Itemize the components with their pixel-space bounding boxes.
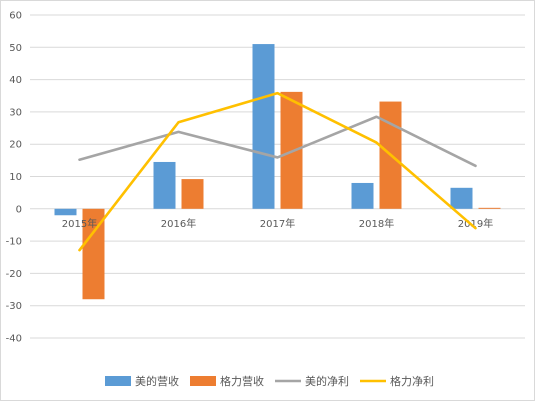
y-tick-label: -10 xyxy=(6,237,22,248)
bar-美的营收-2015年 xyxy=(54,208,77,216)
bar-美的营收-2018年 xyxy=(351,182,374,209)
y-tick-label: -20 xyxy=(6,269,22,280)
x-category-label: 2015年 xyxy=(62,217,97,230)
legend-swatch-美的营收 xyxy=(105,376,131,386)
x-category-label: 2016年 xyxy=(161,217,196,230)
bar-格力营收-2015年 xyxy=(82,208,105,300)
legend-label: 美的净利 xyxy=(305,374,349,388)
y-tick-label: 60 xyxy=(9,11,22,22)
x-category-label: 2017年 xyxy=(260,217,295,230)
y-tick-label: -40 xyxy=(6,334,22,345)
line-格力净利 xyxy=(78,91,477,252)
y-tick-label: 0 xyxy=(16,204,22,215)
y-tick-label: 50 xyxy=(9,43,22,54)
y-tick-label: 40 xyxy=(9,75,22,86)
bar-美的营收-2019年 xyxy=(450,187,473,209)
legend-swatch-格力营收 xyxy=(190,376,216,386)
legend-label: 格力净利 xyxy=(390,374,434,388)
x-category-label: 2018年 xyxy=(359,217,394,230)
bar-美的营收-2016年 xyxy=(153,161,176,209)
bar-格力营收-2019年 xyxy=(478,207,501,209)
y-tick-label: 10 xyxy=(9,172,22,183)
y-tick-label: 20 xyxy=(9,140,22,151)
bar-美的营收-2017年 xyxy=(252,44,275,209)
y-tick-label: 30 xyxy=(9,107,22,118)
line-美的净利 xyxy=(78,115,477,168)
legend-label: 美的营收 xyxy=(135,374,179,388)
y-tick-label: -30 xyxy=(6,301,22,312)
bar-格力营收-2016年 xyxy=(181,179,204,209)
legend-label: 格力营收 xyxy=(220,374,264,388)
